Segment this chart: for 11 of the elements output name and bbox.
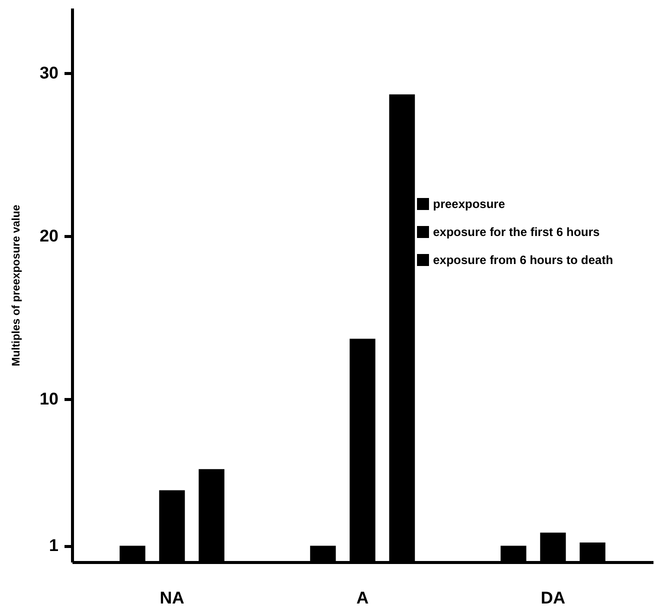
- legend-label: exposure from 6 hours to death: [433, 253, 614, 267]
- x-tick-label: NA: [160, 588, 184, 608]
- y-tick-label: 10: [40, 390, 58, 409]
- x-tick-label: DA: [540, 588, 566, 608]
- y-tick-label: 1: [49, 536, 58, 556]
- x-tick-label: A: [356, 588, 369, 608]
- y-axis-title: Multiples of preexposure value: [10, 204, 23, 366]
- y-tick-label: 20: [40, 226, 58, 246]
- legend-label: exposure for the first 6 hours: [433, 225, 600, 239]
- y-tick-label: 30: [40, 64, 58, 83]
- legend-label: preexposure: [433, 197, 506, 211]
